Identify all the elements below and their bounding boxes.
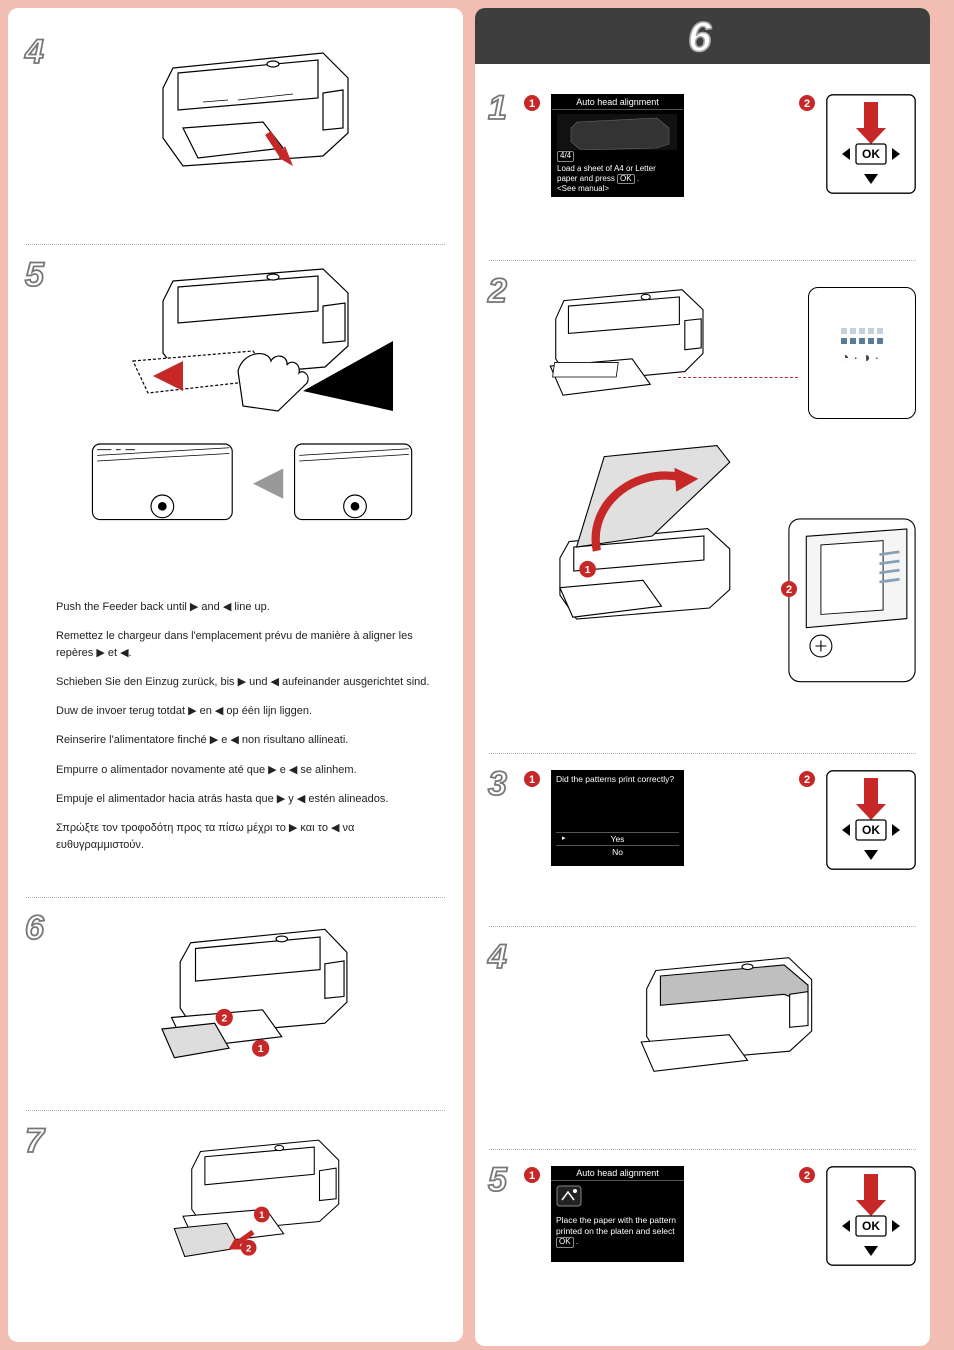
printer-illustration: 1 2 [60, 1127, 445, 1276]
printer-open-lid-illustration: 1 [523, 440, 763, 634]
svg-text:OK: OK [862, 823, 880, 837]
svg-text:2: 2 [245, 1243, 250, 1254]
printed-pattern-preview: ◔·◑· [808, 287, 916, 419]
sub-badge-1: 1 [523, 1166, 541, 1184]
lcd-title: Auto head alignment [551, 1166, 684, 1181]
svg-text:5: 5 [488, 1161, 508, 1199]
svg-text:6: 6 [25, 909, 45, 947]
left-step-5: 5 [26, 244, 445, 897]
step-number-icon: 5 [483, 1158, 519, 1200]
svg-text:1: 1 [585, 565, 591, 576]
left-step-6: 6 2 [26, 897, 445, 1110]
right-step-5: 5 1 Auto head alignment [489, 1149, 916, 1322]
svg-text:3: 3 [488, 765, 507, 803]
right-step-2: 2 [489, 260, 916, 753]
svg-text:OK: OK [862, 1219, 880, 1233]
manual-page: 4 [8, 8, 946, 1346]
svg-text:4: 4 [24, 33, 44, 71]
svg-text:2: 2 [804, 774, 810, 786]
instruction-it: Reinserire l'alimentatore finché ▶ e ◀ n… [56, 732, 445, 749]
lcd-message: Place the paper with the pattern printed… [556, 1215, 676, 1236]
scanner-zoom-illustration [788, 518, 916, 683]
lcd-screen: Auto head alignment [551, 94, 684, 197]
printer-closed-illustration [523, 943, 916, 1090]
svg-text:2: 2 [221, 1012, 227, 1024]
sub-badge-1: 1 [523, 770, 541, 788]
lcd-screen: Auto head alignment Place the paper with… [551, 1166, 684, 1262]
dashed-connector [678, 377, 798, 378]
lcd-body-text: Load a sheet of A4 or Letter paper and p… [557, 164, 656, 183]
sub-badge-1: 1 [523, 94, 541, 112]
printer-illustration [523, 277, 723, 404]
section-header-bar: 6 [475, 8, 930, 64]
instruction-en: Push the Feeder back until ▶ and ◀ line … [56, 599, 445, 616]
svg-text:4: 4 [487, 938, 507, 976]
step-number-icon: 3 [483, 762, 519, 804]
lcd-see-manual: <See manual> [557, 184, 609, 193]
ok-button-panel: OK [826, 1166, 916, 1266]
svg-text:2: 2 [804, 1170, 810, 1182]
left-step-7: 7 1 2 [26, 1110, 445, 1313]
sub-badge-2: 2 [780, 580, 798, 598]
svg-text:1: 1 [257, 1043, 263, 1055]
lcd-option-no: No [556, 845, 679, 858]
ok-button-panel: OK [826, 94, 916, 194]
lcd-option-yes: Yes [556, 832, 679, 845]
instruction-de: Schieben Sie den Einzug zurück, bis ▶ un… [56, 674, 445, 691]
printer-illustration [60, 38, 445, 188]
step-number-icon: 2 [483, 269, 519, 311]
step-number-icon: 7 [20, 1119, 56, 1161]
step-number-icon: 6 [20, 906, 56, 948]
right-step-1: 1 1 Auto head alignment [489, 78, 916, 260]
instruction-pt: Empurre o alimentador novamente até que … [56, 762, 445, 779]
svg-text:2: 2 [804, 98, 810, 110]
svg-text:1: 1 [529, 774, 535, 786]
sub-badge-2: 2 [798, 770, 816, 788]
lcd-screen: Did the patterns print correctly? Yes No [551, 770, 684, 866]
svg-text:1: 1 [529, 98, 535, 110]
svg-text:1: 1 [529, 1170, 535, 1182]
instruction-nl: Duw de invoer terug totdat ▶ en ◀ op één… [56, 703, 445, 720]
instruction-es: Empuje el alimentador hacia atrás hasta … [56, 791, 445, 808]
step-number-icon: 5 [20, 253, 56, 295]
svg-text:OK: OK [862, 147, 880, 161]
right-step-3: 3 1 Did the patterns print correctly? Ye… [489, 753, 916, 926]
instruction-fr: Remettez le chargeur dans l'emplacement … [56, 628, 445, 662]
instruction-el: Σπρώξτε τον τροφοδότη προς τα πίσω μέχρι… [56, 820, 445, 854]
ok-button-panel: OK [826, 770, 916, 870]
svg-text:6: 6 [688, 13, 712, 60]
svg-text:7: 7 [25, 1122, 46, 1160]
pattern-symbols: ◔·◑· [809, 349, 915, 365]
right-column: 6 1 1 Auto head alignment [475, 8, 930, 1346]
step-number-icon: 4 [483, 935, 519, 977]
printer-feeder-illustration [60, 261, 445, 559]
progress-indicator: 4/4 [557, 151, 574, 162]
left-step-4: 4 [26, 22, 445, 244]
svg-text:1: 1 [259, 1210, 265, 1221]
svg-text:5: 5 [25, 256, 45, 294]
left-column: 4 [8, 8, 463, 1342]
svg-text:1: 1 [488, 89, 507, 127]
instruction-text-block: Push the Feeder back until ▶ and ◀ line … [56, 599, 445, 853]
lcd-title: Auto head alignment [552, 95, 683, 110]
svg-text:2: 2 [487, 272, 507, 310]
sub-badge-2: 2 [798, 1166, 816, 1184]
step-number-icon: 1 [483, 86, 519, 128]
step-number-icon: 4 [20, 30, 56, 72]
section-number-icon: 6 [680, 11, 726, 61]
lcd-question: Did the patterns print correctly? [556, 774, 679, 784]
right-step-4: 4 [489, 926, 916, 1149]
printer-illustration: 2 1 [60, 914, 445, 1077]
sub-badge-2: 2 [798, 94, 816, 112]
svg-text:2: 2 [786, 584, 792, 596]
